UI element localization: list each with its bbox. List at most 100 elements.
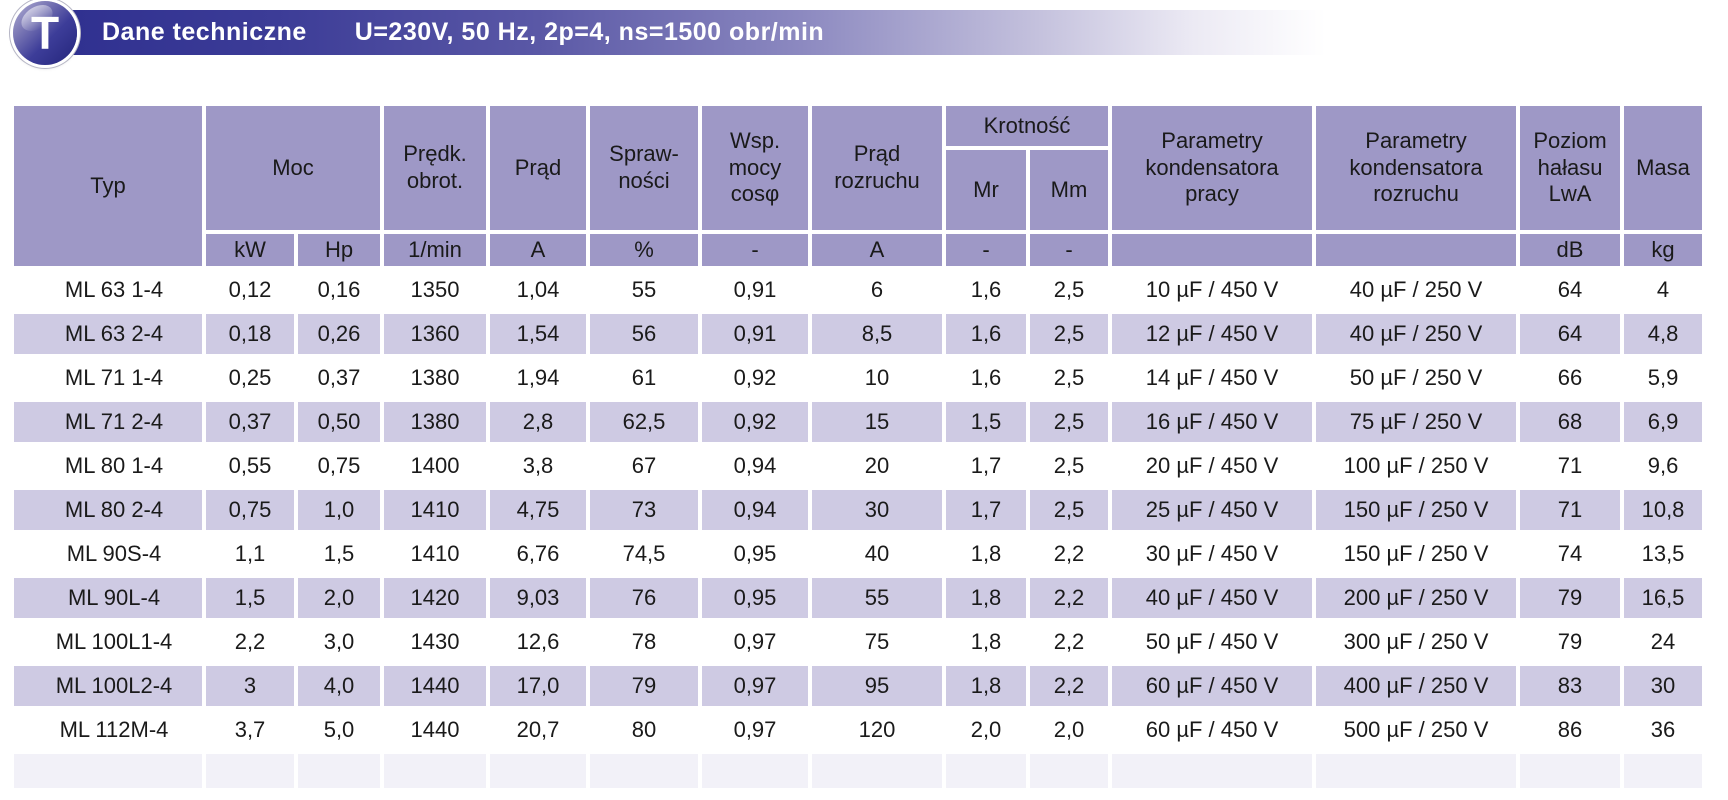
row-type-cell: ML 90S-4 bbox=[14, 534, 202, 574]
table-cell: 0,12 bbox=[206, 270, 294, 310]
table-cell: 10 µF / 450 V bbox=[1112, 270, 1313, 310]
ghost-cell bbox=[298, 754, 380, 788]
col-header-poziom-halasu: Poziom hałasu LwA bbox=[1520, 106, 1621, 230]
table-cell: 0,55 bbox=[206, 446, 294, 486]
table-cell: 2,8 bbox=[490, 402, 586, 442]
table-cell: 12,6 bbox=[490, 622, 586, 662]
table-cell: 1410 bbox=[384, 490, 486, 530]
table-cell: 1,0 bbox=[298, 490, 380, 530]
table-cell: 61 bbox=[590, 358, 698, 398]
unit-cell: - bbox=[702, 234, 808, 266]
table-cell: 1,5 bbox=[206, 578, 294, 618]
ghost-row bbox=[14, 754, 1703, 788]
ghost-cell bbox=[206, 754, 294, 788]
unit-cell: kW bbox=[206, 234, 294, 266]
ghost-cell bbox=[702, 754, 808, 788]
table-cell: 2,2 bbox=[1030, 578, 1109, 618]
table-cell: 10 bbox=[812, 358, 942, 398]
row-type-cell: ML 80 1-4 bbox=[14, 446, 202, 486]
table-cell: 0,25 bbox=[206, 358, 294, 398]
col-header-masa: Masa bbox=[1624, 106, 1703, 230]
units-row: kW Hp 1/min A% - A - - dB kg bbox=[14, 234, 1703, 266]
table-cell: 0,75 bbox=[298, 446, 380, 486]
col-header-mm: Mm bbox=[1030, 150, 1109, 230]
table-cell: 1,5 bbox=[298, 534, 380, 574]
table-cell: 79 bbox=[590, 666, 698, 706]
table-cell: 2,2 bbox=[1030, 534, 1109, 574]
table-row: ML 63 2-4 0,18 0,26 1360 1,54 56 0,91 8,5 1,6 2,5… bbox=[14, 314, 1703, 354]
table-cell: 0,97 bbox=[702, 710, 808, 750]
table-cell: 55 bbox=[812, 578, 942, 618]
table-cell: 400 µF / 250 V bbox=[1316, 666, 1517, 706]
table-cell: 1380 bbox=[384, 358, 486, 398]
table-cell: 36 bbox=[1624, 710, 1703, 750]
table-cell: 68 bbox=[1520, 402, 1621, 442]
row-type-cell: ML 63 1-4 bbox=[14, 270, 202, 310]
table-cell: 2,5 bbox=[1030, 490, 1109, 530]
table-cell: 2,0 bbox=[946, 710, 1026, 750]
table-cell: 64 bbox=[1520, 270, 1621, 310]
table-cell: 6,9 bbox=[1624, 402, 1703, 442]
table-cell: 75 bbox=[812, 622, 942, 662]
table-cell: 40 µF / 250 V bbox=[1316, 314, 1517, 354]
table-cell: 12 µF / 450 V bbox=[1112, 314, 1313, 354]
table-cell: 2,5 bbox=[1030, 446, 1109, 486]
table-cell: 2,2 bbox=[1030, 622, 1109, 662]
table-row: ML 71 1-4 0,25 0,37 1380 1,94 61 0,92 10 1,6 2,5 1… bbox=[14, 358, 1703, 398]
table-cell: 20,7 bbox=[490, 710, 586, 750]
table-cell: 0,26 bbox=[298, 314, 380, 354]
logo-letter: T bbox=[30, 7, 60, 59]
table-cell: 13,5 bbox=[1624, 534, 1703, 574]
table-cell: 9,6 bbox=[1624, 446, 1703, 486]
table-cell: 1,6 bbox=[946, 270, 1026, 310]
row-type-cell: ML 71 1-4 bbox=[14, 358, 202, 398]
table-cell: 1,94 bbox=[490, 358, 586, 398]
table-body: ML 63 1-4 0,12 0,16 1350 1,04 55 0,91 6 1,6 2,5 10… bbox=[14, 270, 1703, 788]
unit-cell: 1/min bbox=[384, 234, 486, 266]
table-cell: 10,8 bbox=[1624, 490, 1703, 530]
table-cell: 1440 bbox=[384, 710, 486, 750]
table-cell: 30 µF / 450 V bbox=[1112, 534, 1313, 574]
table-cell: 3,7 bbox=[206, 710, 294, 750]
technical-data-table: Typ Moc Prędk. obrot. Prąd Spraw- ności … bbox=[10, 102, 1706, 792]
table-cell: 80 bbox=[590, 710, 698, 750]
col-header-mr: Mr bbox=[946, 150, 1026, 230]
table-cell: 56 bbox=[590, 314, 698, 354]
ghost-cell bbox=[1316, 754, 1517, 788]
table-cell: 3 bbox=[206, 666, 294, 706]
ghost-cell bbox=[490, 754, 586, 788]
ghost-cell bbox=[1030, 754, 1109, 788]
table-cell: 150 µF / 250 V bbox=[1316, 534, 1517, 574]
row-type-cell: ML 80 2-4 bbox=[14, 490, 202, 530]
unit-cell: - bbox=[946, 234, 1026, 266]
table-cell: 300 µF / 250 V bbox=[1316, 622, 1517, 662]
table-cell: 24 bbox=[1624, 622, 1703, 662]
table-cell: 1440 bbox=[384, 666, 486, 706]
table-cell: 4,0 bbox=[298, 666, 380, 706]
banner-subtitle: U=230V, 50 Hz, 2p=4, ns=1500 obr/min bbox=[354, 18, 825, 46]
table-cell: 0,37 bbox=[298, 358, 380, 398]
table-cell: 6,76 bbox=[490, 534, 586, 574]
table-cell: 1420 bbox=[384, 578, 486, 618]
table-cell: 1,8 bbox=[946, 622, 1026, 662]
table-cell: 2,5 bbox=[1030, 358, 1109, 398]
table-cell: 0,91 bbox=[702, 270, 808, 310]
table-cell: 16 µF / 450 V bbox=[1112, 402, 1313, 442]
table-cell: 0,97 bbox=[702, 666, 808, 706]
row-type-cell: ML 100L1-4 bbox=[14, 622, 202, 662]
table-row: ML 100L1-4 2,2 3,0 1430 12,6 78 0,97 75 1,8 2,2 50… bbox=[14, 622, 1703, 662]
table-cell: 78 bbox=[590, 622, 698, 662]
table-cell: 40 µF / 250 V bbox=[1316, 270, 1517, 310]
table-cell: 1,6 bbox=[946, 314, 1026, 354]
table-cell: 2,0 bbox=[1030, 710, 1109, 750]
table-cell: 1,5 bbox=[946, 402, 1026, 442]
unit-cell: dB bbox=[1520, 234, 1621, 266]
table-cell: 30 bbox=[1624, 666, 1703, 706]
table-cell: 64 bbox=[1520, 314, 1621, 354]
table-cell: 17,0 bbox=[490, 666, 586, 706]
table-cell: 1,7 bbox=[946, 446, 1026, 486]
table-cell: 2,2 bbox=[1030, 666, 1109, 706]
ghost-cell bbox=[1624, 754, 1703, 788]
table-cell: 1,8 bbox=[946, 534, 1026, 574]
table-cell: 74 bbox=[1520, 534, 1621, 574]
